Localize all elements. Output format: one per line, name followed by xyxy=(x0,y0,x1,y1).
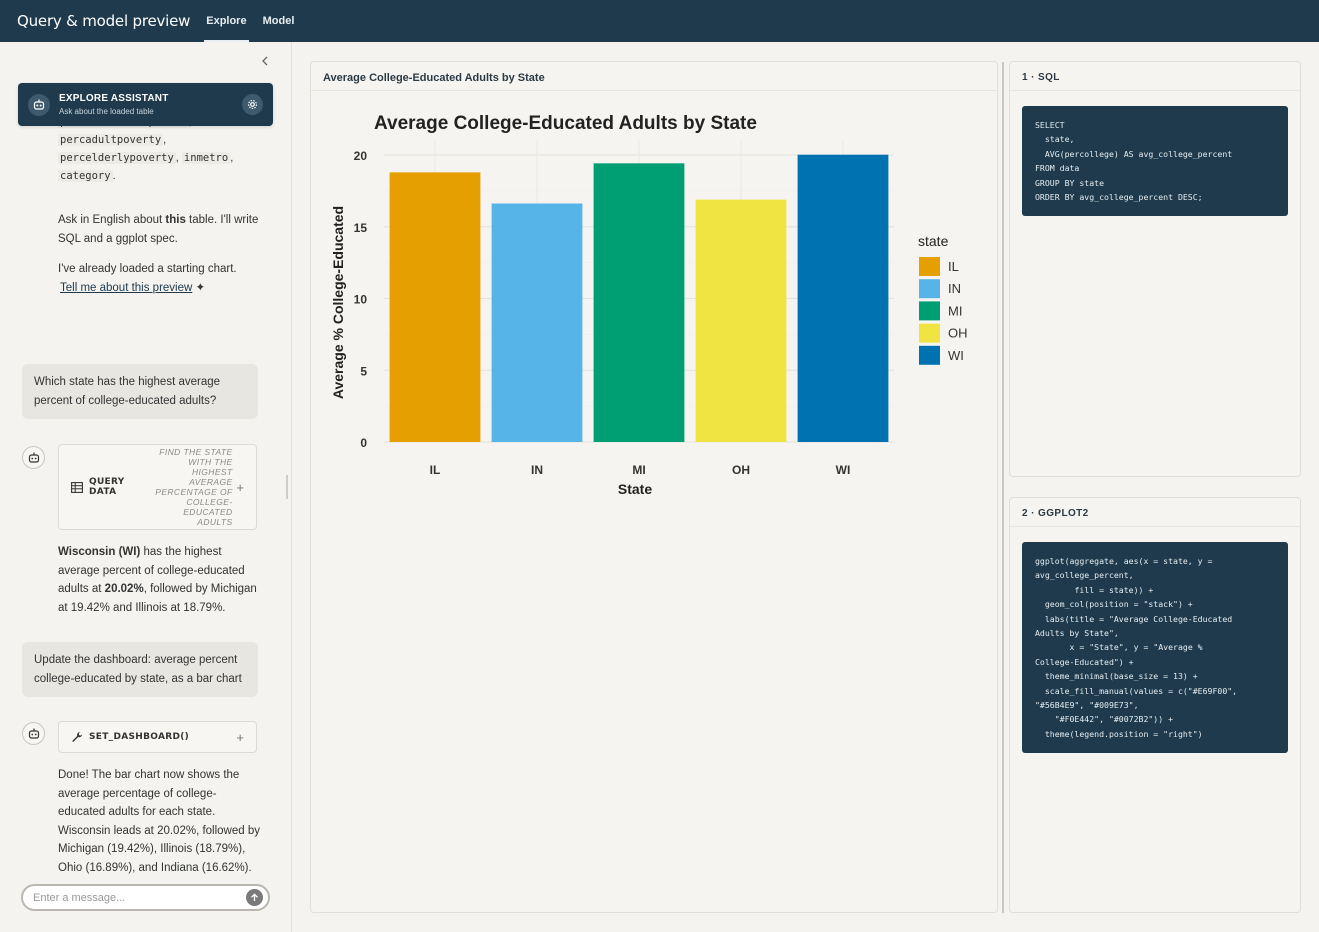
ggplot-panel: 2 · GGPLOT2 ggplot(aggregate, aes(x = st… xyxy=(1009,497,1301,913)
x-tick-label: IN xyxy=(531,463,543,477)
user-message: Update the dashboard: average percent co… xyxy=(22,642,258,697)
tool-label: SET_DASHBOARD() xyxy=(89,732,190,742)
legend-label: WI xyxy=(948,348,964,363)
legend-label: OH xyxy=(948,326,968,341)
x-axis-label: State xyxy=(618,481,652,497)
assistant-answer: Done! The bar chart now shows the averag… xyxy=(58,769,260,874)
send-button[interactable] xyxy=(246,889,263,906)
y-tick-label: 5 xyxy=(360,364,367,378)
legend-swatch-in xyxy=(919,279,940,299)
tool-description: FIND THE STATE WITH THE HIGHEST AVERAGE … xyxy=(155,447,233,527)
bar-mi xyxy=(593,163,685,442)
tab-explore[interactable]: Explore xyxy=(204,0,249,42)
preview-link[interactable]: Tell me about this preview xyxy=(60,281,193,294)
legend-swatch-oh xyxy=(919,323,940,343)
y-tick-label: 15 xyxy=(354,221,368,235)
table-icon xyxy=(71,481,83,493)
column-name: category xyxy=(58,170,113,182)
assistant-answer: Wisconsin (WI) has the highest average p… xyxy=(58,546,257,614)
x-tick-label: IL xyxy=(430,463,441,477)
assistant-title: EXPLORE ASSISTANT xyxy=(59,93,169,104)
sidebar-resize-handle[interactable] xyxy=(286,475,288,499)
message-input-box xyxy=(21,884,270,911)
legend-swatch-mi xyxy=(919,301,940,321)
assistant-intro: Ask in English about this table. I'll wr… xyxy=(58,214,259,245)
bar-chart: 0 5 10 15 20 IL IN MI OH WI Average College-Educat… xyxy=(330,113,968,497)
y-axis-label: Average % College-Educated xyxy=(330,206,346,399)
chat-sidebar: EXPLORE ASSISTANT Ask about the loaded t… xyxy=(0,42,292,932)
bar-wi xyxy=(797,154,889,442)
collapse-sidebar-icon[interactable] xyxy=(261,54,269,69)
top-bar: Query & model preview Explore Model xyxy=(0,0,1319,42)
tool-label: QUERY DATA xyxy=(89,477,125,497)
chart-panel: Average College-Educated Adults by State… xyxy=(310,61,998,913)
robot-icon xyxy=(28,93,50,116)
divider xyxy=(1010,90,1300,91)
panel-splitter[interactable] xyxy=(1002,62,1004,913)
bot-avatar xyxy=(22,446,45,469)
set-dashboard-tool[interactable]: SET_DASHBOARD() + xyxy=(58,721,257,753)
legend-title: state xyxy=(918,233,949,249)
message-input[interactable] xyxy=(33,891,238,904)
x-tick-label: MI xyxy=(632,463,645,477)
query-data-tool[interactable]: QUERY DATA FIND THE STATE WITH THE HIGHE… xyxy=(58,444,257,530)
divider xyxy=(311,90,997,91)
bar-in xyxy=(491,203,583,442)
assistant-header: EXPLORE ASSISTANT Ask about the loaded t… xyxy=(18,83,273,126)
column-name: inmetro xyxy=(181,152,231,164)
x-tick-label: OH xyxy=(732,463,750,477)
expand-icon[interactable]: + xyxy=(236,479,244,495)
legend-label: IN xyxy=(948,281,961,296)
gear-icon[interactable] xyxy=(242,94,263,115)
app-title: Query & model preview xyxy=(17,12,191,30)
chart-panel-title: Average College-Educated Adults by State xyxy=(323,72,545,84)
legend-label: IL xyxy=(948,259,959,274)
sql-panel-title: 1 · SQL xyxy=(1022,72,1060,83)
column-name: percelderlypoverty xyxy=(58,152,176,164)
bar-il xyxy=(389,172,481,442)
sql-panel: 1 · SQL SELECT state, AVG(percollege) AS… xyxy=(1009,61,1301,477)
legend-label: MI xyxy=(948,303,962,318)
assistant-intro-2: I've already loaded a starting chart. Te… xyxy=(58,263,237,294)
sparkle-icon: ✦ xyxy=(195,281,206,294)
chart-title: Average College-Educated Adults by State xyxy=(374,113,757,134)
legend-swatch-il xyxy=(919,257,940,276)
divider xyxy=(1010,526,1300,527)
expand-icon[interactable]: + xyxy=(236,729,244,745)
y-tick-label: 0 xyxy=(360,436,367,450)
column-name: percadultpoverty xyxy=(58,134,164,146)
ggplot-code: ggplot(aggregate, aes(x = state, y = avg… xyxy=(1022,542,1288,754)
legend-swatch-wi xyxy=(919,345,940,365)
tab-model[interactable]: Model xyxy=(262,15,295,27)
chat-thread: percchildbelowpovert, percadultpoverty, … xyxy=(0,116,291,874)
wrench-icon xyxy=(71,731,83,743)
x-tick-label: WI xyxy=(836,463,851,477)
assistant-subtitle: Ask about the loaded table xyxy=(59,107,154,116)
ggplot-panel-title: 2 · GGPLOT2 xyxy=(1022,508,1089,519)
sql-code: SELECT state, AVG(percollege) AS avg_col… xyxy=(1022,106,1288,217)
bot-avatar xyxy=(22,722,45,745)
y-tick-label: 10 xyxy=(354,293,368,307)
user-message: Which state has the highest average perc… xyxy=(22,364,258,419)
y-tick-label: 20 xyxy=(354,149,368,163)
bar-oh xyxy=(695,199,787,442)
